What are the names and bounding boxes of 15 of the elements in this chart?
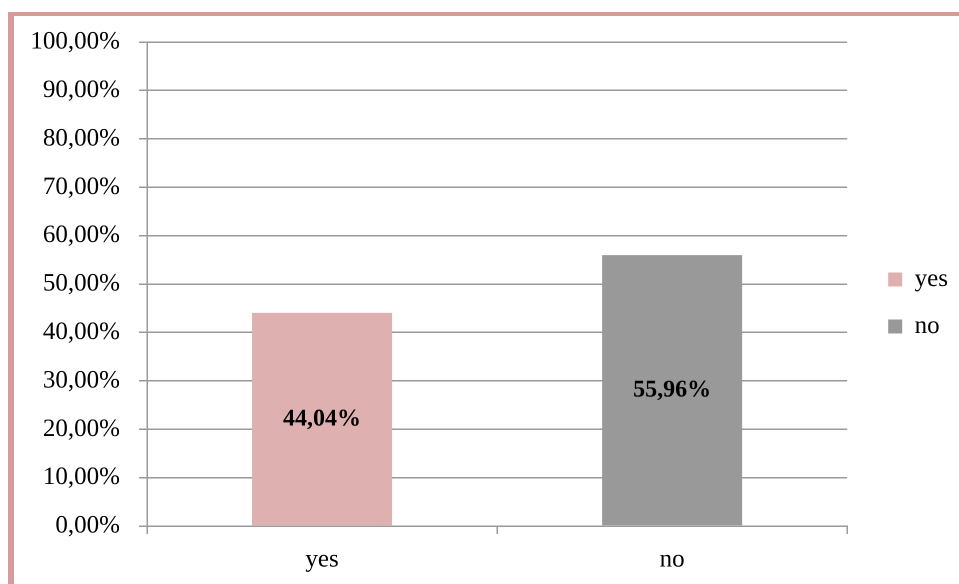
y-tick-label: 80,00% [42,124,120,152]
data-label: 44,04% [283,405,362,432]
y-tick-label: 50,00% [42,270,120,297]
y-tick-label: 40,00% [42,318,120,345]
data-label: 55,96% [633,376,712,402]
y-tick-label: 70,00% [42,172,120,200]
y-tick-label: 30,00% [42,366,120,394]
y-tick-label: 60,00% [42,221,120,248]
y-tick-label: 0,00% [55,512,120,539]
y-tick-label: 90,00% [42,76,120,103]
legend-label: yes [914,265,948,292]
y-tick-label: 100,00% [30,28,120,55]
legend-label: no [914,312,940,340]
y-tick-label: 20,00% [42,414,120,442]
y-tick-label: 10,00% [42,463,120,490]
